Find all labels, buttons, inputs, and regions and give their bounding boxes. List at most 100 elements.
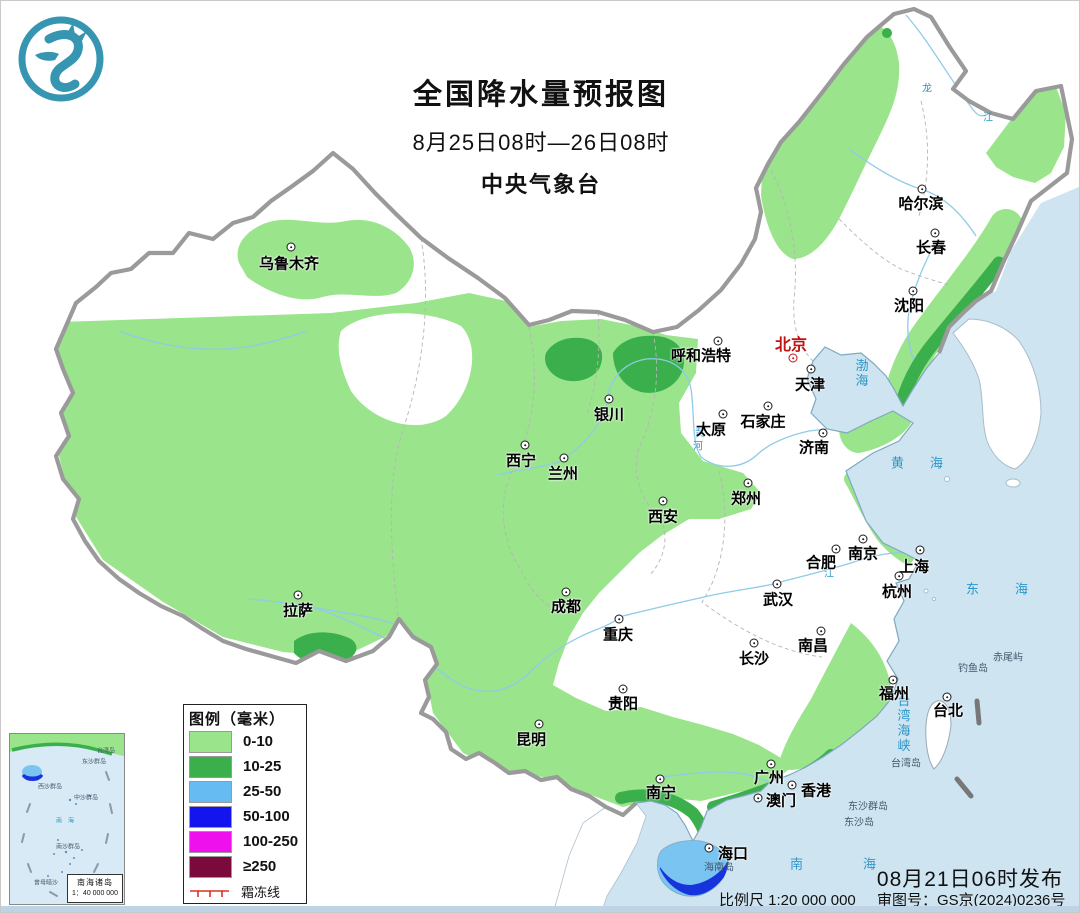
city-label: 拉萨 bbox=[282, 602, 314, 620]
city-label: 成都 bbox=[550, 598, 582, 616]
national-border-southwest bbox=[53, 332, 638, 818]
city-marker bbox=[930, 228, 940, 238]
city-marker bbox=[293, 590, 303, 600]
bottom-edge-strip bbox=[1, 906, 1079, 912]
city-marker bbox=[908, 286, 918, 296]
city-marker bbox=[718, 409, 728, 419]
city-label: 哈尔滨 bbox=[898, 195, 944, 213]
city-marker bbox=[749, 638, 759, 648]
city-marker bbox=[788, 353, 798, 363]
issue-time: 08月21日06时发布 bbox=[876, 868, 1063, 891]
inset-island-label: 台湾岛 bbox=[96, 748, 116, 755]
frost-line-label: 霜冻线 bbox=[241, 885, 281, 900]
city-marker bbox=[831, 544, 841, 554]
city-label: 南京 bbox=[847, 545, 879, 563]
city-label: 福州 bbox=[878, 685, 910, 703]
city-label: 沈阳 bbox=[893, 297, 925, 315]
precipitation-layer bbox=[56, 14, 1066, 841]
inset-island-label: 曾母暗沙 bbox=[33, 880, 59, 887]
city-marker bbox=[655, 774, 665, 784]
city-marker bbox=[806, 364, 816, 374]
city-label: 澳门 bbox=[765, 792, 797, 810]
city-label: 武汉 bbox=[762, 591, 794, 609]
frost-line-icon bbox=[190, 889, 229, 897]
inset-caption-title: 南海诸岛 bbox=[77, 878, 113, 887]
legend-swatch bbox=[189, 805, 232, 828]
city-marker bbox=[763, 401, 773, 411]
legend-frost-row: 霜冻线 bbox=[189, 879, 306, 904]
legend-title: 图例（毫米） bbox=[189, 711, 286, 728]
inset-island-label: 南海 bbox=[55, 818, 81, 825]
city-label: 长春 bbox=[915, 239, 947, 257]
legend-label: 50-100 bbox=[243, 808, 290, 825]
inset-island-label: 中沙群岛 bbox=[73, 795, 99, 802]
city-marker bbox=[942, 692, 952, 702]
inset-island-label: 东沙群岛 bbox=[81, 759, 107, 766]
south-china-sea-inset: 台湾岛东沙群岛西沙群岛中沙群岛南海南沙群岛曾母暗沙 南海诸岛 1：40 000 … bbox=[9, 733, 125, 905]
city-label: 济南 bbox=[798, 439, 830, 457]
taiwan-island bbox=[925, 700, 952, 770]
city-label: 杭州 bbox=[881, 583, 913, 601]
city-marker bbox=[286, 242, 296, 252]
city-marker bbox=[888, 675, 898, 685]
maritime-boundary-dashes bbox=[954, 698, 982, 799]
legend-item: 50-100 bbox=[189, 804, 306, 829]
legend-swatch bbox=[189, 855, 232, 878]
city-label: 银川 bbox=[593, 406, 625, 424]
city-marker bbox=[816, 626, 826, 636]
city-marker bbox=[618, 684, 628, 694]
inset-caption-scale: 1：40 000 000 bbox=[72, 890, 118, 897]
legend-box: 图例（毫米） 0-10 10-25 25-50 50-100 100-250 ≥250 霜… bbox=[183, 704, 307, 904]
city-label: 呼和浩特 bbox=[670, 347, 732, 365]
city-label: 石家庄 bbox=[740, 413, 786, 431]
city-label: 海口 bbox=[717, 845, 749, 863]
city-marker bbox=[704, 843, 714, 853]
city-marker bbox=[766, 759, 776, 769]
legend-label: 25-50 bbox=[243, 783, 282, 800]
city-label: 天津 bbox=[794, 376, 826, 394]
city-marker bbox=[753, 793, 763, 803]
city-label: 南昌 bbox=[797, 637, 829, 655]
city-label: 昆明 bbox=[515, 731, 547, 749]
city-label: 太原 bbox=[695, 421, 727, 439]
city-label: 乌鲁木齐 bbox=[258, 255, 320, 273]
city-marker bbox=[658, 496, 668, 506]
province-borders bbox=[390, 100, 950, 658]
legend-item: 10-25 bbox=[189, 754, 306, 779]
inset-island-label: 南沙群岛 bbox=[55, 844, 81, 851]
legend-item: 0-10 bbox=[189, 729, 306, 754]
city-marker bbox=[917, 184, 927, 194]
city-label: 合肥 bbox=[805, 554, 837, 572]
city-marker bbox=[772, 579, 782, 589]
city-marker bbox=[534, 719, 544, 729]
city-marker bbox=[559, 453, 569, 463]
hainan-heavy-rain bbox=[660, 861, 728, 896]
city-marker bbox=[915, 545, 925, 555]
city-marker bbox=[520, 440, 530, 450]
city-label: 北京 bbox=[774, 337, 808, 354]
legend-label: 10-25 bbox=[243, 758, 282, 775]
approval-number: 审图号：GS京(2024)0236号 bbox=[877, 892, 1066, 909]
jeju-island bbox=[1005, 478, 1021, 488]
city-label: 长沙 bbox=[738, 650, 770, 668]
city-marker bbox=[604, 394, 614, 404]
city-marker bbox=[787, 780, 797, 790]
city-label: 兰州 bbox=[547, 465, 579, 483]
inset-island-label: 西沙群岛 bbox=[37, 784, 63, 791]
legend-item: 25-50 bbox=[189, 779, 306, 804]
sea-area bbox=[601, 186, 1079, 912]
city-marker bbox=[858, 534, 868, 544]
legend-swatch bbox=[189, 755, 232, 778]
city-label: 西宁 bbox=[505, 452, 537, 470]
city-label: 重庆 bbox=[602, 626, 634, 644]
city-marker bbox=[894, 571, 904, 581]
national-border bbox=[61, 6, 1075, 354]
legend-label: 0-10 bbox=[243, 733, 274, 750]
city-marker bbox=[614, 614, 624, 624]
city-label: 贵阳 bbox=[607, 695, 639, 713]
legend-swatch bbox=[189, 780, 232, 803]
city-marker bbox=[818, 428, 828, 438]
map-scale: 比例尺 1:20 000 000 bbox=[719, 892, 856, 909]
legend-label: ≥250 bbox=[243, 858, 277, 875]
